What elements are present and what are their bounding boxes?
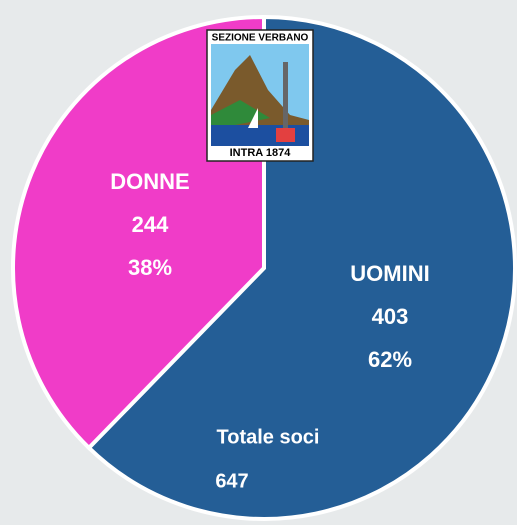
slice-name: DONNE [110,169,189,194]
logo-base [276,128,295,142]
slice-percent: 62% [368,347,412,372]
total-value: 647 [215,470,248,492]
pie-slice [11,14,266,451]
slice-value: 403 [372,304,409,329]
pie-slice [86,14,517,521]
logo: SEZIONE VERBANO INTRA 1874 [206,29,314,162]
logo-bottom-text: INTRA 1874 [230,147,292,159]
total-label: Totale soci [217,426,320,448]
slice-value: 244 [132,212,169,237]
logo-sail [248,108,258,128]
logo-top-text: SEZIONE VERBANO [212,33,309,44]
slice-percent: 38% [128,255,172,280]
slice-name: UOMINI [350,261,429,286]
logo-hill [211,100,270,130]
logo-tower [283,62,288,134]
slices [11,14,517,521]
